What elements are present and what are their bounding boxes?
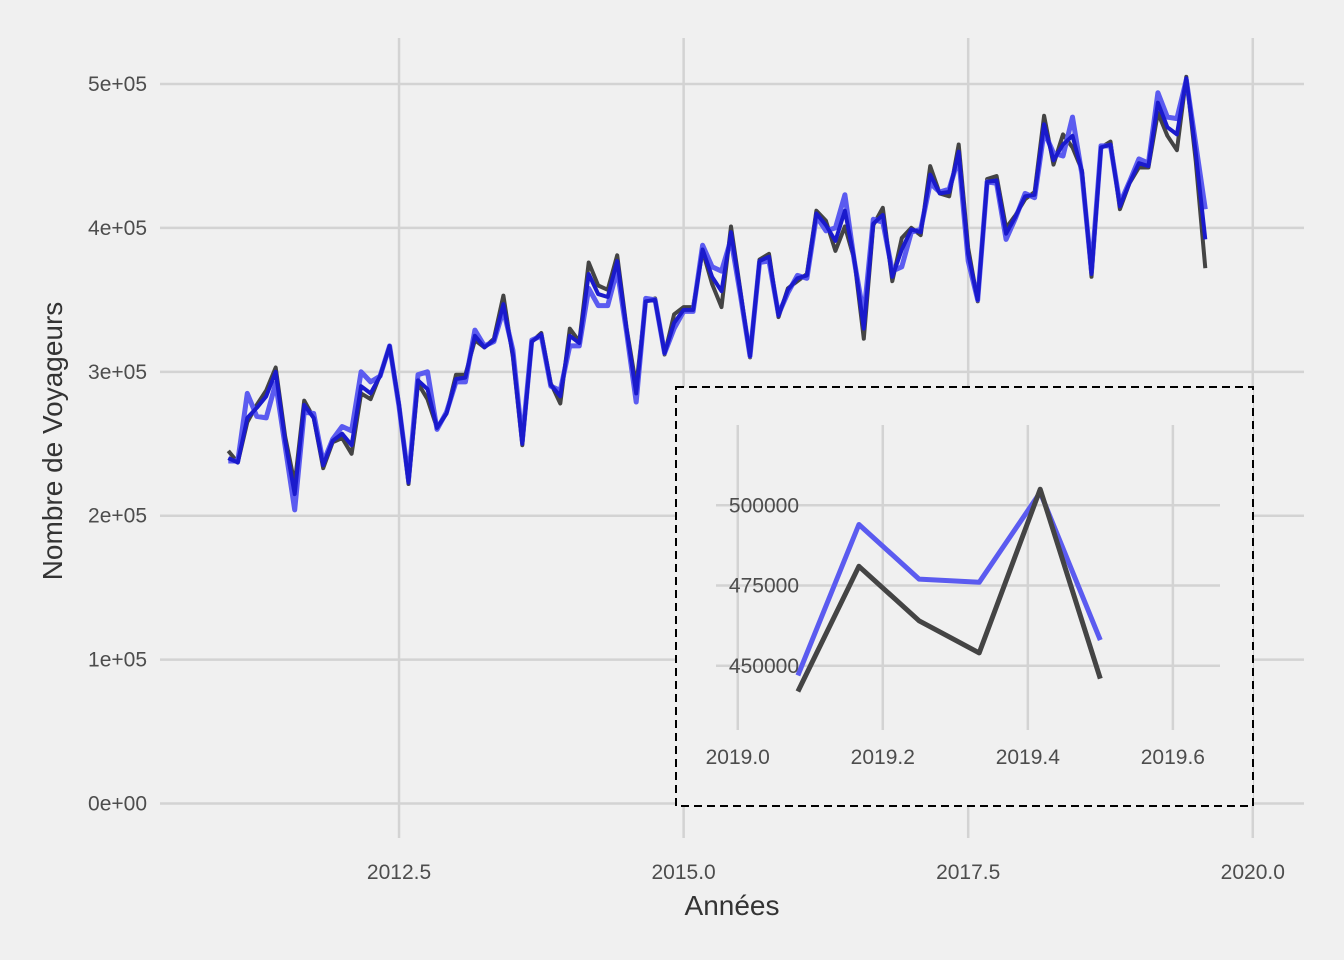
inset-x-tick-label: 2019.6 <box>1141 746 1205 769</box>
main-y-tick-label: 0e+00 <box>88 792 147 815</box>
main-x-tick-label: 2015.0 <box>652 861 716 884</box>
main-x-tick-label: 2017.5 <box>936 861 1000 884</box>
inset-y-tick-label: 475000 <box>729 575 799 598</box>
inset-series <box>795 486 1103 693</box>
inset-tick-labels: 2019.0 2019.2 2019.4 2019.6 450000 475000 5000… <box>706 494 1205 769</box>
main-chart: 2012.5 2015.0 2017.5 2020.0 0e+00 1e+05 2e+05 3… <box>37 38 1304 921</box>
main-x-tick-label: 2012.5 <box>367 861 431 884</box>
inset-x-tick-label: 2019.2 <box>851 746 915 769</box>
inset-x-tick-label: 2019.0 <box>706 746 770 769</box>
inset-y-tick-label: 450000 <box>729 655 799 678</box>
inset-chart: 2019.0 2019.2 2019.4 2019.6 450000 475000 5000… <box>675 386 1254 807</box>
main-y-tick-label: 1e+05 <box>88 649 147 672</box>
inset-y-tick-label: 500000 <box>729 494 799 517</box>
x-axis-title: Années <box>685 890 780 921</box>
main-y-tick-label: 3e+05 <box>88 361 147 384</box>
main-series <box>226 74 1208 513</box>
y-axis-title: Nombre de Voyageurs <box>37 302 68 581</box>
main-series-line <box>227 76 1208 497</box>
main-x-tick-label: 2020.0 <box>1221 861 1285 884</box>
main-y-tick-label: 5e+05 <box>88 73 147 96</box>
main-y-tick-label: 2e+05 <box>88 505 147 528</box>
main-tick-labels: 2012.5 2015.0 2017.5 2020.0 0e+00 1e+05 2e+05 3… <box>88 73 1285 884</box>
inset-series-line <box>795 486 1103 693</box>
inset-x-tick-label: 2019.4 <box>996 746 1061 769</box>
inset-background <box>676 387 1253 806</box>
main-y-tick-label: 4e+05 <box>88 217 147 240</box>
inset-border <box>675 386 1254 807</box>
